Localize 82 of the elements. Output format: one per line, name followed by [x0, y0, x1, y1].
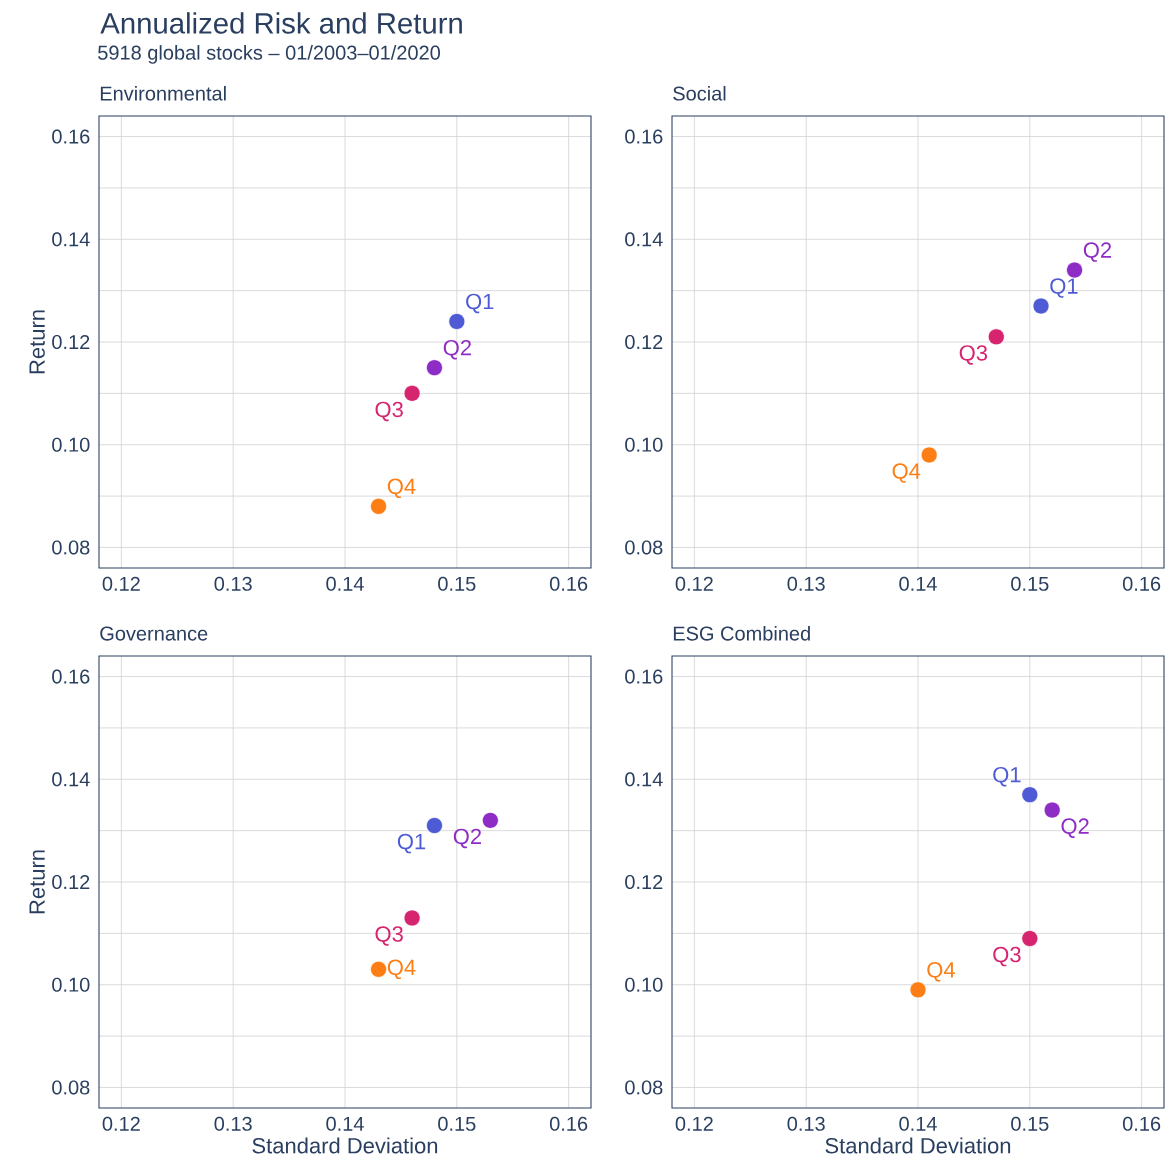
y-tick-label: 0.08: [52, 1080, 90, 1095]
series-label: Q1: [993, 766, 1021, 787]
y-axis-title: Return: [29, 310, 45, 374]
x-tick-label: 0.16: [549, 1116, 588, 1131]
y-tick-label: 0.14: [52, 232, 90, 247]
point: [909, 981, 927, 999]
series-label: Q2: [443, 339, 471, 360]
y-tick-label: 0.08: [625, 1080, 663, 1095]
y-tick-label: 0.12: [52, 334, 90, 350]
point: [1021, 930, 1039, 947]
point: [1066, 261, 1083, 279]
y-tick-label: 0.16: [625, 129, 663, 144]
series-label: Q4: [892, 463, 921, 483]
point: [1021, 786, 1039, 804]
x-tick-label: 0.15: [1011, 1116, 1049, 1131]
x-tick-label: 0.13: [787, 576, 825, 591]
series-label: Q3: [959, 345, 988, 365]
x-tick-label: 0.14: [899, 576, 937, 591]
point: [370, 498, 387, 515]
series-label: Q1: [466, 293, 494, 314]
x-tick-label: 0.12: [102, 1116, 140, 1131]
series-label: Q3: [993, 946, 1021, 967]
point: [1032, 297, 1050, 315]
series-label: Q1: [397, 833, 426, 854]
x-tick-label: 0.16: [1122, 576, 1161, 591]
series-label: Q2: [1061, 818, 1089, 838]
x-tick-label: 0.14: [326, 1116, 364, 1131]
y-tick-label: 0.08: [52, 540, 90, 555]
x-tick-label: 0.16: [1122, 1116, 1161, 1131]
y-tick-label: 0.10: [52, 977, 90, 992]
y-tick-label: 0.08: [625, 540, 663, 555]
point: [987, 328, 1005, 346]
chart-title: ESG Combined: [673, 625, 810, 641]
chart-title: Governance: [100, 626, 208, 641]
point: [448, 313, 466, 330]
point: [1043, 801, 1061, 819]
y-tick-label: 0.14: [52, 772, 90, 787]
text: Annualized Risk and Return: [100, 12, 462, 34]
x-tick-label: 0.15: [438, 1116, 476, 1131]
x-tick-label: 0.12: [675, 576, 713, 591]
x-axis-title: Standard Deviation: [825, 1137, 1011, 1154]
y-tick-label: 0.10: [52, 437, 90, 452]
point: [370, 960, 387, 978]
series-label: Q2: [453, 828, 481, 849]
point: [426, 817, 443, 834]
x-tick-label: 0.14: [326, 576, 364, 591]
y-tick-label: 0.12: [52, 874, 90, 890]
chart-title: Environmental: [100, 85, 226, 101]
x-tick-label: 0.15: [438, 576, 476, 591]
y-tick-label: 0.14: [625, 772, 663, 787]
y-tick-label: 0.12: [625, 874, 663, 890]
x-tick-label: 0.14: [899, 1116, 937, 1131]
series-label: Q1: [1050, 278, 1078, 298]
y-tick-label: 0.12: [625, 334, 663, 350]
point: [920, 446, 938, 464]
x-tick-label: 0.13: [214, 1116, 252, 1131]
series-label: Q2: [1083, 242, 1112, 262]
x-tick-label: 0.12: [675, 1116, 713, 1131]
point: [403, 909, 421, 927]
y-tick-label: 0.16: [52, 669, 90, 684]
y-axis-title: Return: [29, 850, 45, 914]
x-tick-label: 0.13: [787, 1116, 825, 1131]
series-label: Q4: [927, 962, 955, 982]
x-tick-label: 0.16: [549, 576, 588, 591]
point: [403, 385, 421, 402]
series-label: Q4: [387, 959, 416, 980]
point: [426, 359, 443, 377]
x-tick-label: 0.15: [1011, 576, 1049, 591]
series-label: Q3: [375, 926, 403, 946]
series-label: Q4: [387, 478, 416, 499]
x-tick-label: 0.12: [102, 576, 140, 591]
y-tick-label: 0.10: [625, 977, 663, 992]
y-tick-label: 0.10: [625, 437, 663, 452]
text: 5918 global stocks – 01/2003–01/2020: [98, 45, 441, 64]
x-axis-title: Standard Deviation: [252, 1137, 438, 1154]
y-tick-label: 0.14: [625, 232, 663, 247]
x-tick-label: 0.13: [214, 576, 252, 591]
y-tick-label: 0.16: [625, 669, 663, 684]
y-tick-label: 0.16: [52, 129, 90, 144]
series-label: Q3: [375, 401, 403, 422]
point: [482, 812, 499, 829]
chart-title: Social: [673, 85, 726, 101]
